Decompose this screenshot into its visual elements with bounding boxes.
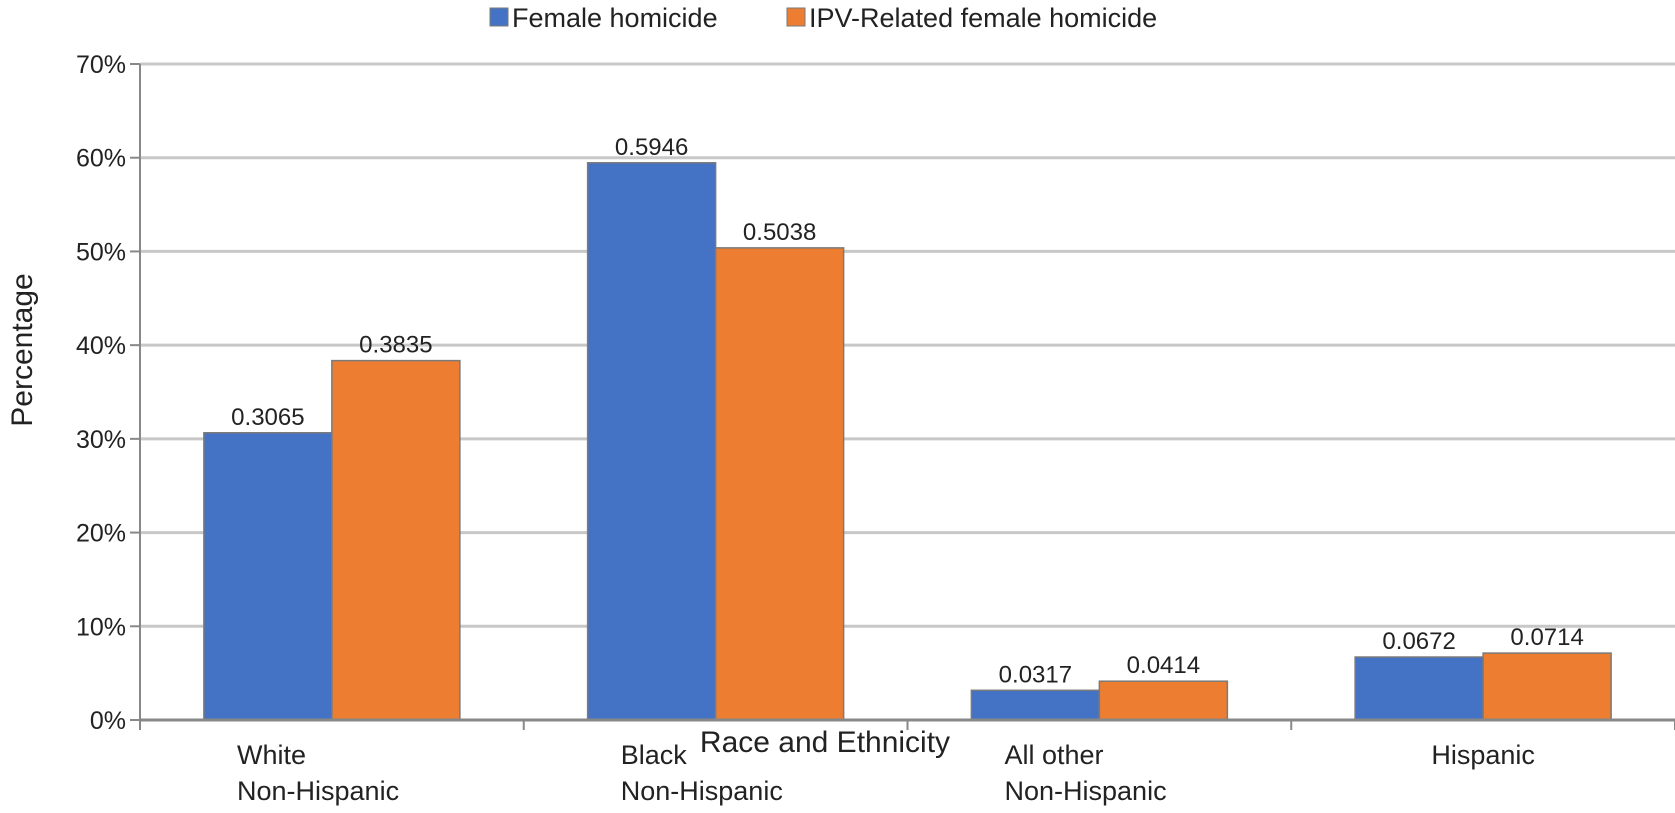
bar bbox=[586, 162, 717, 721]
legend-label: IPV-Related female homicide bbox=[809, 3, 1157, 33]
data-label: 0.0414 bbox=[1127, 652, 1200, 679]
bar bbox=[714, 247, 845, 721]
bar bbox=[1354, 656, 1484, 721]
data-label: 0.0714 bbox=[1510, 624, 1583, 651]
data-label: 0.0672 bbox=[1382, 628, 1455, 655]
data-label: 0.3065 bbox=[231, 404, 304, 431]
data-label: 0.0317 bbox=[999, 661, 1072, 688]
x-category-label: Black bbox=[621, 740, 688, 770]
x-category-label: All other bbox=[1005, 740, 1104, 770]
labels: 0% 10% 20% 30% 40% 50% 60% 70% 0.3065 0.5946 0.031… bbox=[76, 51, 1584, 806]
y-tick-label: 60% bbox=[76, 145, 126, 173]
axes bbox=[130, 63, 1675, 730]
y-tick-label: 40% bbox=[76, 332, 126, 360]
legend: Female homicide IPV-Related female homici… bbox=[489, 3, 1157, 33]
y-tick-label: 0% bbox=[90, 707, 126, 735]
y-tick-label: 30% bbox=[76, 426, 126, 454]
y-axis-title: Percentage bbox=[6, 273, 39, 426]
legend-swatch bbox=[786, 7, 806, 27]
data-label: 0.5038 bbox=[743, 219, 816, 246]
bar bbox=[970, 689, 1101, 721]
data-label: 0.3835 bbox=[359, 332, 432, 359]
y-tick-label: 20% bbox=[76, 520, 126, 548]
y-tick-label: 50% bbox=[76, 238, 126, 266]
bar bbox=[1098, 680, 1229, 721]
y-tick-label: 70% bbox=[76, 51, 126, 79]
bar bbox=[1482, 652, 1612, 721]
x-category-label: Non-Hispanic bbox=[1005, 776, 1167, 806]
legend-label: Female homicide bbox=[512, 3, 718, 33]
bars bbox=[203, 162, 1612, 721]
y-tick-label: 10% bbox=[76, 613, 126, 641]
x-category-label: Hispanic bbox=[1431, 740, 1535, 770]
x-category-label: White bbox=[237, 740, 306, 770]
bar bbox=[203, 432, 333, 721]
x-category-label: Non-Hispanic bbox=[621, 776, 783, 806]
legend-swatch bbox=[489, 7, 509, 27]
bar bbox=[331, 359, 461, 721]
data-label: 0.5946 bbox=[615, 134, 688, 161]
x-category-label: Non-Hispanic bbox=[237, 776, 399, 806]
x-axis-title: Race and Ethnicity bbox=[700, 726, 950, 759]
